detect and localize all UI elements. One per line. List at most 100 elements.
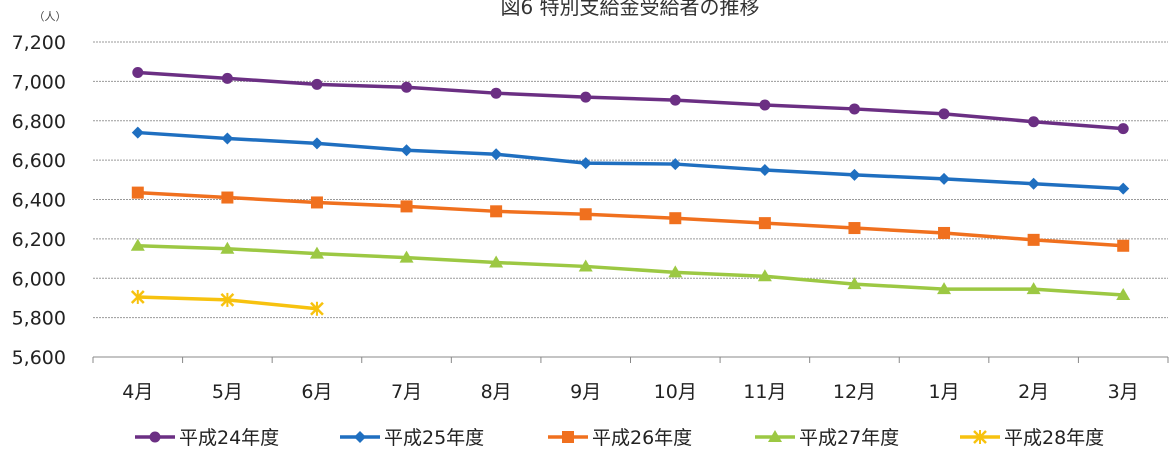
x-tick-label: 12月 [833,381,876,403]
data-point [221,132,234,145]
legend-item: 平成27年度 [755,427,899,449]
series-line [137,244,1124,297]
x-tick-label: 9月 [570,381,601,403]
y-tick-label: 7,000 [12,71,66,93]
data-point [354,431,366,443]
data-point [1117,123,1129,135]
series-line [137,190,1124,248]
x-tick-label: 10月 [654,381,697,403]
data-point [399,250,414,263]
data-point [309,246,324,259]
data-point [490,148,503,161]
x-tick-label: 2月 [1018,381,1049,403]
data-point [848,168,861,181]
data-point [668,265,683,278]
data-point [848,103,860,115]
data-point [759,99,771,111]
legend-item: 平成26年度 [548,427,692,449]
data-point [400,200,413,213]
data-point [310,137,323,150]
data-point [400,144,413,157]
data-point [130,289,145,304]
data-point [1028,116,1040,128]
data-point [758,217,771,230]
series-平成24年度 [132,67,1129,135]
data-point [310,301,324,316]
x-tick-label: 11月 [743,381,786,403]
legend-item: 平成24年度 [135,427,279,449]
data-point [489,255,504,268]
data-point [1117,182,1130,195]
data-point [580,91,592,103]
data-point [132,67,144,79]
data-point [149,431,161,443]
y-tick-label: 7,200 [12,32,66,54]
data-point [490,87,502,99]
data-point [768,430,782,442]
y-tick-label: 5,600 [12,347,66,369]
series-平成25年度 [131,126,1130,195]
data-point [220,241,235,254]
data-point [579,208,592,221]
series-平成27年度 [130,238,1131,300]
data-point [938,172,951,185]
y-tick-label: 6,200 [12,229,66,251]
gridlines [93,41,1168,319]
data-point [221,191,234,204]
data-point [131,126,144,139]
series-平成26年度 [131,186,1130,252]
y-tick-label: 5,800 [12,308,66,330]
axes: 7,200 7,000 6,800 6,600 6,400 6,200 6,000 5,800… [12,32,1169,403]
y-tick-label: 6,400 [12,190,66,212]
legend-label: 平成27年度 [799,427,899,449]
data-point [973,430,987,444]
legend-label: 平成24年度 [179,427,279,449]
data-point [938,108,950,120]
data-point [669,94,681,106]
x-tick-label: 3月 [1108,381,1139,403]
y-tick-label: 6,600 [12,150,66,172]
data-point [221,72,233,84]
data-point [937,282,952,295]
data-point [669,158,682,171]
data-point [310,196,323,209]
data-point [490,205,503,218]
x-tick-label: 5月 [212,381,243,403]
data-point [578,259,593,272]
x-tick-label: 4月 [122,381,153,403]
data-point [130,238,145,251]
data-point [938,226,951,239]
data-point [758,163,771,176]
data-point [311,78,323,90]
series-平成28年度 [130,289,324,316]
legend-item: 平成25年度 [340,427,484,449]
x-tick-label: 8月 [481,381,512,403]
legend: 平成24年度 平成25年度 平成26年度 平成27年度 平成28年度 [135,427,1104,449]
legend-label: 平成25年度 [384,427,484,449]
x-tick-label: 6月 [301,381,332,403]
series-line [137,70,1124,131]
data-point [579,157,592,170]
x-tick-label: 7月 [391,381,422,403]
data-point [669,212,682,225]
series-lines [130,67,1131,316]
chart-title: 図6 特別支給金受給者の推移 [500,0,759,19]
data-point [1027,233,1040,246]
y-tick-label: 6,000 [12,268,66,290]
data-point [848,222,861,235]
data-point [1117,239,1130,252]
data-point [847,277,862,290]
x-tick-label: 1月 [928,381,959,403]
y-tick-label: 6,800 [12,111,66,133]
series-line [137,130,1124,191]
data-point [220,292,235,307]
data-point [1116,287,1131,300]
data-point [1026,282,1041,295]
legend-label: 平成28年度 [1004,427,1104,449]
data-point [1027,177,1040,190]
y-unit-label: （人） [34,10,67,23]
data-point [401,81,413,93]
data-point [757,269,772,282]
